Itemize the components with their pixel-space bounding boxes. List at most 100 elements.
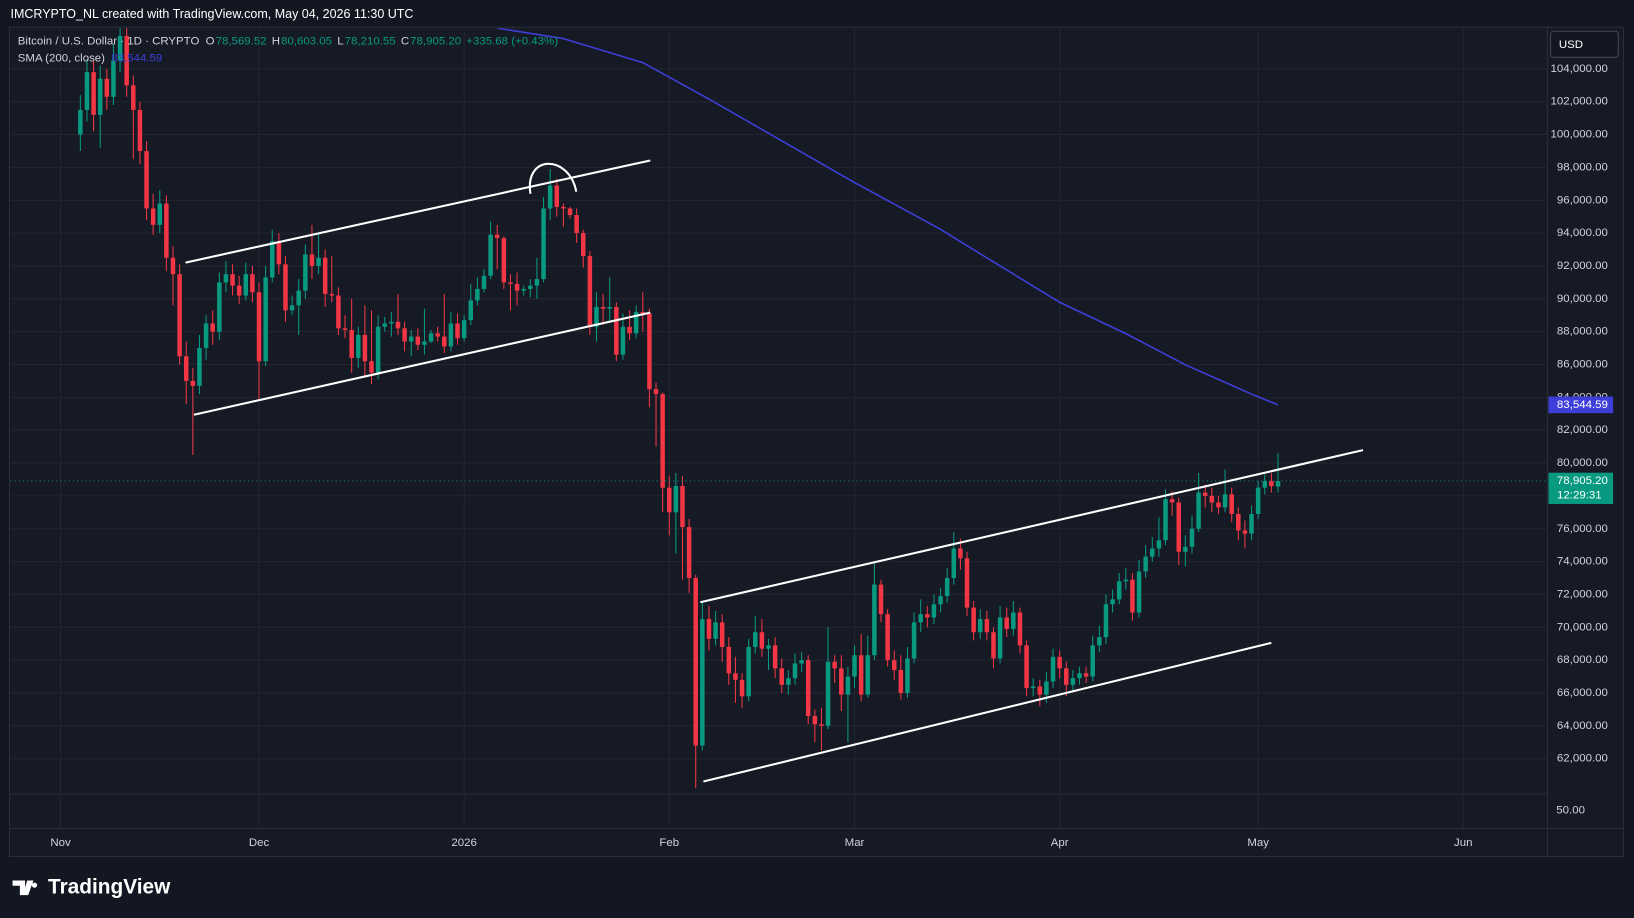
currency-button[interactable] [1550,30,1619,58]
candle-body [1136,571,1142,613]
candle-body [951,548,957,579]
candle-body [1189,528,1195,547]
candle-body [117,36,123,61]
candle-body [276,241,282,265]
candle-body [1156,540,1162,549]
candle-body [534,279,540,286]
x-tick-label: Feb [659,837,679,849]
grid [10,28,1548,829]
candle-body [501,238,507,283]
candle-body [832,661,837,669]
candle-body [395,321,401,329]
indicator-value: 83,544.59 [111,52,162,64]
sma-line [497,28,1279,406]
candle-body [858,655,864,695]
candle-body [1050,656,1056,682]
candle-body [203,323,209,349]
logo-mark [12,880,38,896]
y-tick-label: 102,000.00 [1551,96,1608,108]
candle-body [1163,499,1168,541]
change-value: +335.68 (+0.43%) [466,36,558,48]
candle-body [230,274,235,286]
sma-price-tag [1548,396,1614,414]
candle-body [250,274,255,293]
candle-body [739,679,745,697]
candle-body [183,356,189,381]
candle-body [1229,494,1234,514]
x-tick-label: Jun [1454,837,1472,849]
candle-body [891,660,897,670]
candle-body [733,673,738,680]
candle-body [1037,686,1043,695]
chart-frame [8,26,1625,858]
candle-body [84,72,90,110]
candle-body [786,678,791,685]
lower-pane-label: 50.00 [1556,805,1585,817]
candle-body [1262,481,1268,488]
candle-body [1169,499,1175,503]
candle-body [686,527,692,579]
candle-body [1255,487,1261,514]
candle-body [1057,656,1062,669]
y-tick-label: 100,000.00 [1551,129,1608,141]
candle-body [726,647,732,674]
candle-body [1110,599,1115,605]
currency[interactable]: USD [1559,39,1583,51]
arc-drawing [528,162,578,194]
candle-body [594,307,599,327]
candle-body [1143,556,1148,572]
y-tick-label: 98,000.00 [1557,161,1608,173]
candle-body [455,323,460,339]
candle-body [1103,604,1109,638]
indicator-name: SMA (200, close) [18,52,105,64]
candle-body [600,307,606,309]
y-tick-label: 68,000.00 [1557,654,1608,666]
candle-body [845,676,851,695]
candle-body [263,277,268,362]
credit: IMCRYPTO_NL created with TradingView.com… [10,7,413,21]
candle-body [336,295,341,329]
ohlc-key: C [401,36,409,48]
candle-body [369,361,374,373]
candle-body [1017,612,1023,646]
candle-body [1064,668,1069,685]
candle-body [177,274,182,357]
trendline [703,641,1272,783]
candle-body [131,85,136,110]
ohlc-value: 78,905.20 [410,36,461,48]
candle-body [541,208,546,280]
candle-body [1070,678,1076,685]
ohlc-key: O [206,36,215,48]
logo: TradingView [12,875,171,898]
ohlc-key: H [272,36,280,48]
candle-body [680,486,685,528]
candle-body [236,285,242,296]
candle-body [468,300,474,321]
trendline [185,159,651,264]
candle-body [309,254,315,266]
candle-body [653,389,659,395]
candle-body [627,326,632,334]
y-tick-label: 80,000.00 [1557,457,1608,469]
candle-body [124,36,129,86]
trendline [700,449,1364,604]
candle-body [1222,494,1228,508]
candle-body [587,256,593,327]
candle-body [839,668,844,695]
candle-body [779,668,784,685]
last-price-label: 78,905.20 [1557,475,1608,487]
candle-body [144,150,149,209]
candle-body [157,203,163,225]
brand: TradingView [48,875,171,898]
x-tick-label: Mar [845,837,865,849]
x-tick-label: 2026 [451,837,476,849]
candle-body [402,328,407,342]
candle-body [660,394,665,488]
candle-body [911,622,917,659]
candle-body [164,203,169,258]
candle-body [217,282,222,332]
candle-body [461,320,467,339]
candle-body [898,669,904,693]
candle-body [1097,637,1102,646]
candle-body [382,323,387,327]
